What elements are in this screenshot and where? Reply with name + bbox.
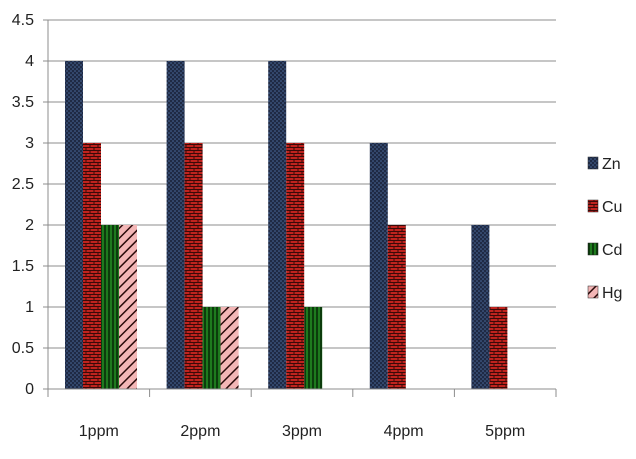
- y-tick-label: 4: [25, 53, 34, 70]
- bar-cu-4ppm: [387, 225, 406, 389]
- legend-swatch-zn: [587, 156, 599, 170]
- bar-zn-1ppm: [65, 61, 83, 389]
- y-tick-label: 1: [25, 299, 34, 316]
- y-tick-label: 0: [25, 381, 34, 398]
- bar-hg-2ppm: [220, 307, 239, 389]
- legend-swatch-hg: [587, 285, 599, 299]
- y-tick-label: 4.5: [12, 12, 34, 29]
- x-tick-label: 3ppm: [282, 423, 322, 440]
- legend-swatch-cu: [587, 199, 599, 213]
- bar-zn-2ppm: [166, 61, 185, 389]
- y-tick-label: 3.5: [12, 94, 34, 111]
- legend-label-cu: Cu: [602, 199, 622, 216]
- y-tick-label: 3: [25, 135, 34, 152]
- legend-label-hg: Hg: [602, 285, 622, 302]
- y-tick-label: 2.5: [12, 176, 34, 193]
- legend-label-cd: Cd: [602, 242, 622, 259]
- bar-cu-2ppm: [184, 143, 203, 389]
- bar-hg-1ppm: [119, 225, 137, 389]
- bar-cu-1ppm: [83, 143, 101, 389]
- bar-zn-5ppm: [471, 225, 490, 389]
- legend-label-zn: Zn: [602, 156, 621, 173]
- x-tick-label: 2ppm: [180, 423, 220, 440]
- bar-cu-3ppm: [286, 143, 305, 389]
- y-tick-label: 2: [25, 217, 34, 234]
- legend-swatch-cd: [587, 242, 599, 256]
- x-tick-label: 1ppm: [79, 423, 119, 440]
- x-tick-label: 5ppm: [485, 423, 525, 440]
- legend: Zn Cu Cd Hg: [587, 156, 622, 302]
- bar-zn-4ppm: [369, 143, 388, 389]
- y-axis: 0 0.5 1 1.5 2 2.5 3 3.5 4 4.5: [12, 12, 49, 398]
- bar-zn-3ppm: [268, 61, 287, 389]
- bars: [65, 61, 508, 389]
- y-tick-label: 0.5: [12, 340, 34, 357]
- bar-cd-1ppm: [101, 225, 119, 389]
- bar-cd-2ppm: [202, 307, 221, 389]
- x-axis: 1ppm 2ppm 3ppm 4ppm 5ppm: [47, 388, 557, 440]
- bar-cu-5ppm: [489, 307, 508, 389]
- y-tick-label: 1.5: [12, 258, 34, 275]
- x-tick-label: 4ppm: [384, 423, 424, 440]
- bar-cd-3ppm: [304, 307, 323, 389]
